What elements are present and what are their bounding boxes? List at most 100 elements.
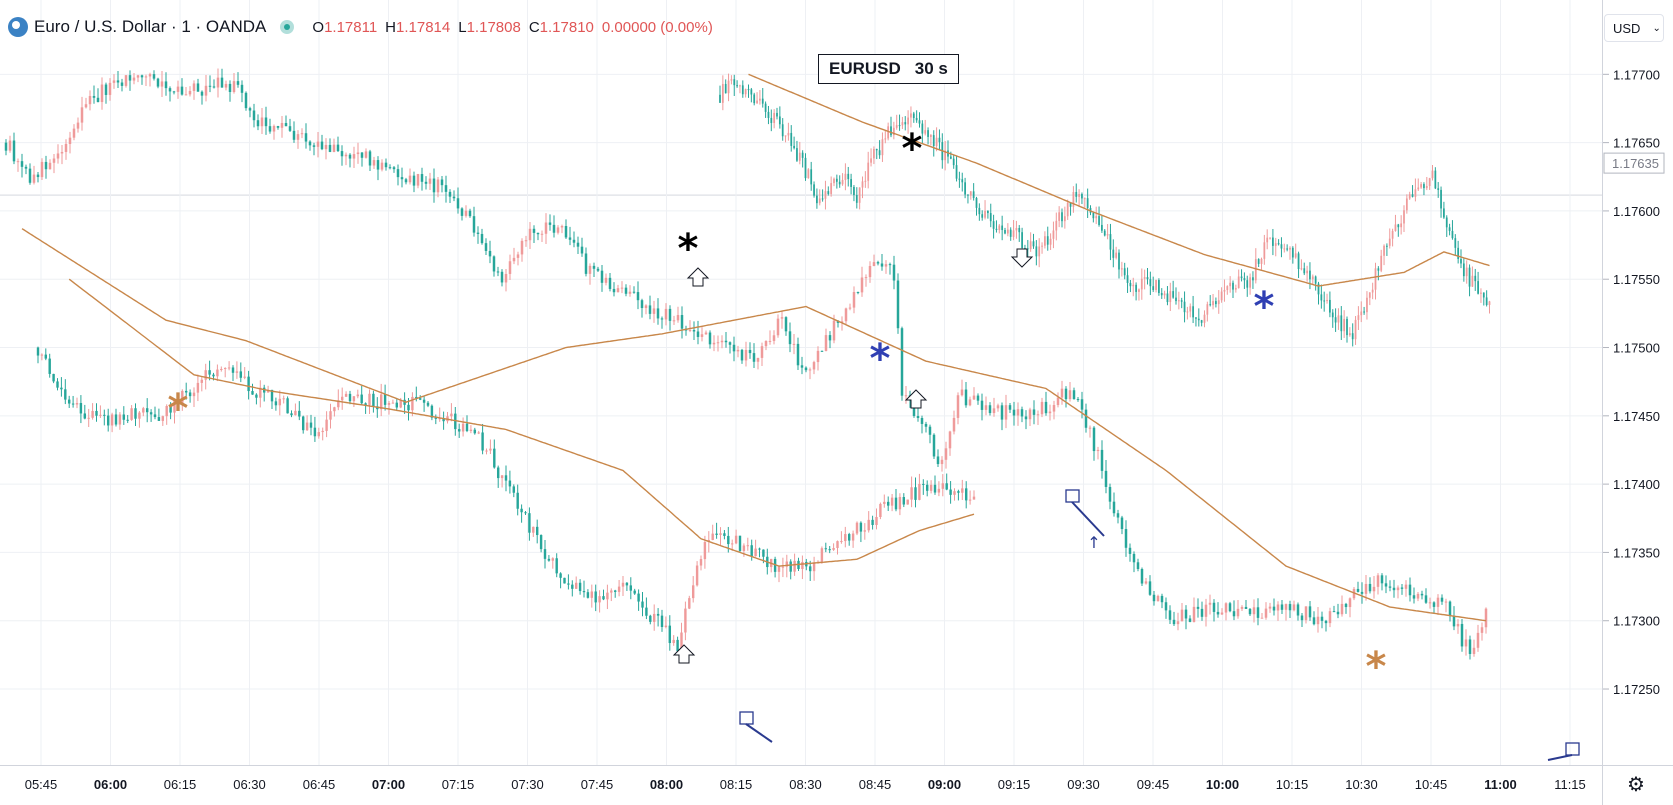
candle-body	[184, 390, 188, 393]
candle-body	[232, 81, 236, 93]
currency-label: USD	[1613, 20, 1641, 36]
candle-body	[793, 145, 795, 149]
candle-body	[40, 161, 44, 178]
candle-body	[1208, 602, 1212, 605]
time-tick-label: 08:00	[650, 777, 683, 792]
candle-body	[1364, 583, 1368, 594]
candle-body	[895, 125, 898, 128]
candle-body	[156, 78, 160, 87]
candle-body	[1132, 284, 1135, 287]
candle-body	[721, 83, 724, 103]
candle-body	[664, 625, 668, 627]
currency-dropdown[interactable]: USD ⌄	[1604, 14, 1664, 42]
candle-body	[176, 86, 180, 92]
candle-body	[1428, 602, 1432, 604]
candle-body	[949, 156, 952, 159]
candle-body	[1405, 198, 1408, 211]
candle-body	[560, 225, 564, 228]
candle-body	[268, 126, 272, 132]
candle-body	[785, 561, 789, 567]
candle-body	[847, 534, 851, 541]
candle-body	[415, 396, 418, 399]
candle-body	[88, 96, 92, 105]
price-tick-label: 1.17500	[1613, 341, 1660, 356]
candle-body	[1291, 247, 1294, 258]
candle-body	[1460, 623, 1464, 647]
candle-body	[99, 414, 102, 416]
candle-body	[551, 558, 555, 561]
candle-body	[1032, 241, 1035, 247]
candle-body	[1175, 297, 1177, 302]
candle-body	[308, 141, 312, 146]
candle-body	[1388, 586, 1392, 588]
candle-body	[1072, 390, 1076, 400]
candle-body	[738, 535, 742, 551]
candle-body	[762, 549, 765, 557]
candle-body	[1471, 275, 1474, 287]
candle-body	[625, 582, 629, 586]
candle-body	[430, 405, 434, 418]
candle-body	[820, 548, 824, 562]
candle-body	[278, 398, 282, 406]
candle-body	[940, 459, 944, 465]
candle-body	[1096, 449, 1100, 452]
time-tick-label: 09:00	[928, 777, 961, 792]
candle-body	[172, 91, 176, 93]
price-tick-label: 1.17350	[1613, 545, 1660, 560]
candle-body	[276, 126, 280, 128]
candle-body	[1156, 595, 1160, 602]
candle-body	[1036, 414, 1040, 416]
candle-body	[1126, 275, 1129, 283]
candle-body	[1428, 178, 1431, 186]
candle-body	[1297, 253, 1300, 270]
candle-body	[964, 182, 966, 195]
candle-body	[480, 233, 484, 244]
candle-body	[122, 414, 126, 420]
chart-drawings[interactable]: * * * * * * ↑	[168, 126, 1580, 761]
candle-body	[820, 350, 824, 352]
candle-body	[760, 346, 764, 358]
candle-body	[4, 142, 8, 151]
candle-body	[450, 413, 453, 417]
candle-body	[1417, 187, 1420, 190]
candle-body	[944, 448, 948, 460]
candle-body	[617, 586, 621, 592]
candle-body	[485, 450, 488, 452]
candle-body	[1112, 501, 1116, 514]
candle-body	[730, 543, 734, 545]
arrow-down-icon	[1010, 248, 1034, 268]
candle-body	[592, 265, 596, 269]
candle-body	[680, 315, 684, 329]
candle-body	[863, 530, 867, 532]
symbol-title[interactable]: Euro / U.S. Dollar · 1 · OANDA	[34, 17, 267, 36]
candle-body	[1276, 604, 1280, 611]
candle-body	[1272, 606, 1276, 611]
candle-body	[937, 488, 941, 493]
candle-body	[969, 191, 972, 196]
candle-body	[688, 330, 692, 332]
candle-body	[165, 406, 168, 417]
candle-body	[855, 522, 859, 534]
candle-body	[732, 344, 736, 352]
candle-body	[840, 321, 844, 323]
price-change: 0.00000 (0.00%)	[601, 18, 713, 36]
ticker-label-box: EURUSD 30 s	[818, 54, 959, 84]
trend-line	[745, 723, 773, 743]
candle-body	[337, 400, 340, 408]
time-tick-label: 09:15	[998, 777, 1031, 792]
candle-body	[228, 83, 232, 93]
candle-body	[508, 480, 512, 487]
gear-icon[interactable]: ⚙	[1627, 773, 1645, 796]
candle-body	[664, 308, 668, 320]
candle-body	[496, 271, 500, 273]
candle-body	[1304, 606, 1308, 621]
market-status-dot-icon[interactable]	[280, 20, 295, 34]
candle-body	[652, 308, 656, 314]
candle-body	[1197, 318, 1200, 321]
candle-body	[933, 484, 937, 493]
candle-body	[1056, 397, 1060, 406]
candle-body	[208, 370, 211, 375]
time-axis: 05:45 06:00 06:15 06:30 06:45 07:00 07:15 07:30…	[0, 765, 1673, 792]
candle-body	[1320, 294, 1323, 301]
